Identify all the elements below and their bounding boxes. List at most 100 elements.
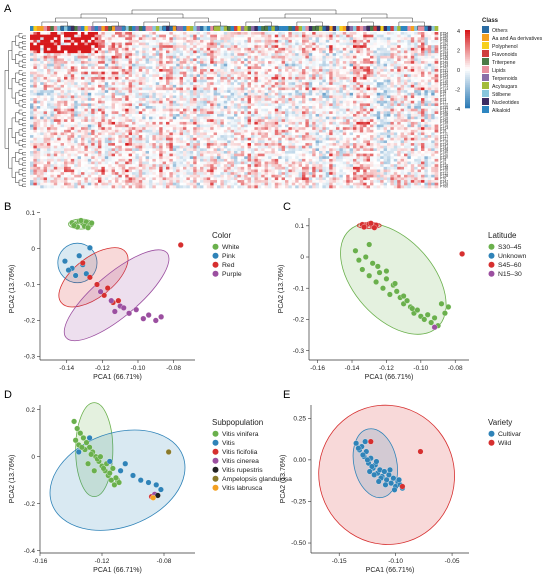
heatmap-cell [33, 61, 38, 65]
heatmap-cell [91, 116, 95, 120]
heatmap-cell [315, 45, 320, 49]
heatmap-cell [431, 121, 435, 125]
heatmap-cell [363, 135, 367, 139]
heatmap-cell [366, 124, 371, 128]
heatmap-cell [189, 76, 194, 80]
heatmap-cell [172, 106, 177, 109]
heatmap-cell [397, 135, 401, 139]
heatmap-cell [203, 124, 208, 128]
heatmap-cell [359, 55, 364, 59]
heatmap-cell [271, 53, 276, 57]
heatmap-cell [217, 71, 221, 75]
heatmap-cell [421, 129, 425, 133]
heatmap-cell [400, 106, 405, 109]
heatmap-cell [77, 79, 82, 83]
heatmap-cell [336, 45, 340, 49]
heatmap-cell [325, 42, 330, 46]
heatmap-cell [176, 74, 180, 78]
heatmap-cell [138, 34, 143, 38]
heatmap-cell [417, 103, 422, 107]
heatmap-cell [298, 58, 303, 62]
heatmap-cell [91, 61, 95, 65]
heatmap-cell [308, 106, 313, 109]
heatmap-cell [291, 32, 296, 35]
heatmap-cell [400, 63, 405, 67]
heatmap-cell [319, 82, 323, 86]
heatmap-cell [264, 140, 269, 144]
heatmap-cell [247, 37, 252, 41]
heatmap-cell [424, 84, 429, 88]
heatmap-cell [142, 84, 146, 88]
heatmap-cell [36, 82, 41, 86]
heatmap-cell [312, 129, 316, 133]
heatmap-cell [295, 61, 299, 65]
heatmap-cell [397, 98, 401, 102]
heatmap-cell [128, 61, 133, 65]
heatmap-cell [172, 98, 177, 102]
heatmap-cell [210, 98, 214, 102]
heatmap-cell [376, 90, 381, 94]
heatmap-cell [81, 45, 85, 49]
heatmap-cell [376, 127, 381, 131]
heatmap-cell [380, 69, 384, 72]
heatmap-cell [36, 137, 41, 141]
heatmap-cell [213, 100, 218, 104]
heatmap-cell [383, 103, 388, 107]
heatmap-cell [210, 61, 214, 65]
heatmap-cell [176, 108, 180, 112]
heatmap-cell [404, 50, 408, 54]
heatmap-cell [390, 37, 395, 41]
heatmap-cell [135, 98, 140, 102]
heatmap-cell [244, 129, 248, 133]
heatmap-cell [230, 108, 235, 112]
heatmap-cell [33, 129, 38, 133]
heatmap-cell [373, 37, 378, 41]
heatmap-cell [322, 32, 327, 35]
heatmap-cell [274, 116, 279, 120]
heatmap-cell [33, 47, 38, 51]
heatmap-cell [271, 132, 276, 136]
heatmap-cell [268, 124, 272, 128]
heatmap-cell [363, 87, 367, 91]
heatmap-cell [57, 58, 61, 62]
heatmap-cell [230, 113, 235, 117]
heatmap-cell [203, 129, 208, 133]
heatmap-cell [322, 90, 327, 94]
heatmap-cell [288, 76, 293, 80]
heatmap-cell [322, 42, 327, 46]
heatmap-cell [393, 37, 398, 41]
heatmap-cell [281, 116, 286, 120]
heatmap-cell [417, 90, 422, 94]
heatmap-cell [64, 90, 68, 94]
heatmap-cell [305, 79, 310, 83]
heatmap-cell [366, 121, 371, 125]
heatmap-cell [57, 39, 61, 43]
heatmap-cell [308, 98, 313, 102]
heatmap-cell [210, 69, 214, 72]
heatmap-cell [332, 50, 337, 54]
heatmap-cell [302, 66, 306, 70]
heatmap-cell [370, 121, 374, 125]
heatmap-cell [373, 34, 378, 38]
heatmap-cell [118, 129, 123, 133]
heatmap-cell [237, 95, 242, 99]
heatmap-cell [356, 69, 361, 72]
heatmap-cell [176, 87, 180, 91]
heatmap-cell [145, 61, 150, 65]
heatmap-cell [404, 37, 408, 41]
heatmap-cell [67, 92, 72, 96]
heatmap-cell [50, 106, 55, 109]
heatmap-cell [227, 92, 231, 96]
heatmap-cell [33, 58, 38, 62]
heatmap-cell [166, 100, 170, 104]
heatmap-cell [213, 42, 218, 46]
heatmap-cell [145, 84, 150, 88]
heatmap-cell [247, 119, 252, 123]
heatmap-cell [244, 66, 248, 70]
heatmap-cell [407, 106, 412, 109]
heatmap-cell [152, 121, 157, 125]
heatmap-cell [349, 79, 354, 83]
heatmap-cell [410, 69, 415, 72]
heatmap-cell [115, 135, 119, 139]
heatmap-cell [332, 113, 337, 117]
